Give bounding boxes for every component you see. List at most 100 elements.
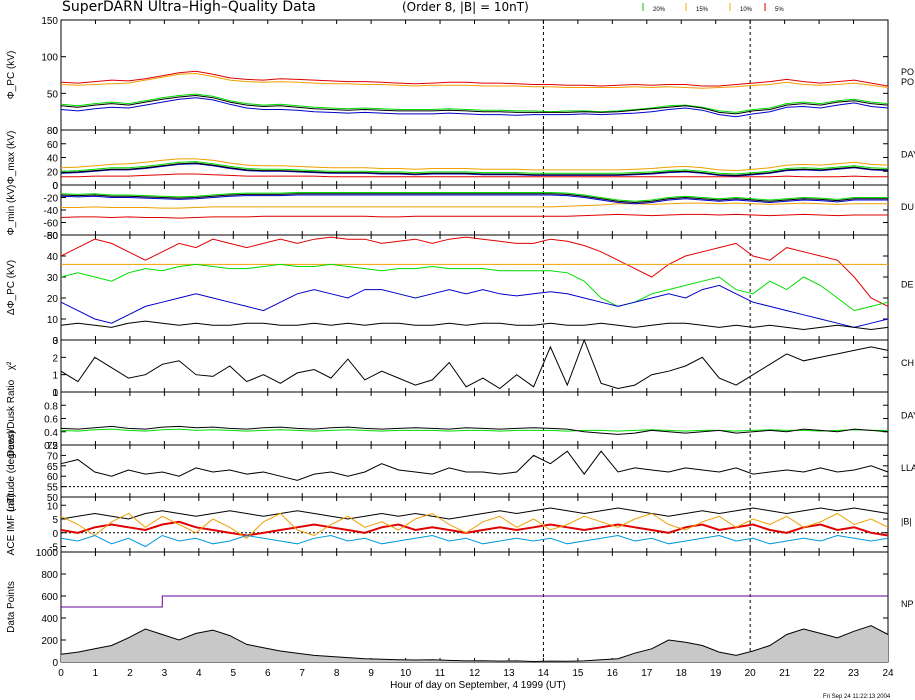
x-tick-label: 12: [469, 668, 481, 679]
percent-legend: 20% 15% 10% 5%: [642, 3, 784, 13]
y-tick-label: 80: [47, 126, 59, 137]
panel-phi_min: -80-60 -40-20 0 Φ_min (kV) DU: [6, 181, 914, 242]
series-line-black: [60, 338, 889, 390]
x-tick-label: 6: [265, 668, 271, 679]
x-tick-label: 11: [435, 668, 446, 679]
y-tick-label: 0: [52, 126, 58, 137]
x-tick-label: 22: [814, 668, 826, 679]
x-tick-label: 0: [58, 668, 64, 679]
y-tick-label: 2: [52, 353, 58, 364]
panel-phi_max: 0 20 40 60 80 Φ_max (kV) DAY: [6, 126, 915, 192]
y-axis-label: Latitude (degrees): [6, 430, 17, 511]
series-line-orange: [60, 512, 889, 539]
y-axis-label: Φ_PC (kV): [6, 51, 17, 100]
y-tick-label: 60: [47, 140, 59, 151]
y-axis-label: χ²: [6, 361, 17, 370]
series-area: [61, 625, 888, 662]
panel-npts: 0 200 400 600 800 1000 Data Points NP: [6, 548, 914, 669]
right-label: DE: [901, 280, 914, 290]
x-tick-label: 7: [299, 668, 305, 679]
series-line-red: [60, 236, 889, 307]
panel-frame: [60, 19, 889, 131]
series-line-black: [60, 320, 889, 331]
series-line-red: [60, 70, 889, 87]
series-line-black: [60, 193, 888, 204]
x-axis-label: Hour of day on September, 4 1999 (UT): [390, 680, 566, 691]
right-label: PO: [901, 77, 914, 87]
x-tick-label: 8: [334, 668, 340, 679]
series-line-blue: [60, 194, 888, 205]
y-tick-label: 200: [41, 636, 58, 647]
series-line-red: [61, 173, 888, 178]
series-line-orange: [61, 202, 888, 209]
y-tick-label: 40: [47, 252, 59, 263]
y-tick-label: 10: [47, 315, 59, 326]
y-tick-label: 3: [52, 336, 58, 347]
panel-frame: [60, 444, 889, 498]
y-tick-label: -20: [44, 194, 59, 205]
series-line-black: [60, 450, 889, 481]
series-line-blue: [60, 163, 889, 177]
y-tick-label: 75: [47, 441, 59, 452]
series-line-orange: [60, 72, 889, 89]
y-tick-label: 65: [47, 462, 59, 473]
right-label: LLA: [901, 463, 915, 473]
y-tick-label: 100: [41, 53, 58, 64]
y-tick-label: 10: [47, 501, 59, 512]
series-line-orange: [60, 158, 889, 172]
y-tick-label: 0: [52, 529, 58, 540]
x-tick-label: 2: [127, 668, 133, 679]
x-tick-label: 18: [676, 668, 688, 679]
y-tick-label: 400: [41, 614, 58, 625]
y-tick-label: 0.6: [44, 415, 58, 426]
y-tick-label: 40: [47, 154, 59, 165]
y-tick-label: 0: [52, 181, 58, 192]
y-tick-label: 0: [52, 181, 58, 192]
x-tick-label: 17: [641, 668, 653, 679]
y-tick-label: 600: [41, 592, 58, 603]
y-tick-label: 1: [52, 388, 58, 399]
x-tick-label: 16: [607, 668, 619, 679]
x-tick-label: 20: [745, 668, 757, 679]
series-line-black: [60, 425, 889, 435]
series-line-cyan: [60, 534, 889, 548]
y-tick-label: 0.8: [44, 401, 58, 412]
series-line-red: [60, 520, 889, 537]
y-tick-label: 50: [47, 493, 59, 504]
y-tick-label: 50: [47, 231, 59, 242]
x-tick-label: 13: [503, 668, 515, 679]
series-line-green: [60, 263, 889, 312]
series-line-black: [60, 507, 889, 520]
y-tick-label: 20: [47, 294, 59, 305]
series-line-blue: [60, 97, 889, 118]
y-tick-label: 70: [47, 451, 59, 462]
y-tick-label: -60: [44, 219, 59, 230]
x-tick-label: 21: [779, 668, 791, 679]
y-tick-label: 50: [47, 89, 59, 100]
y-axis-label: Dawn/Dusk Ratio: [6, 379, 17, 457]
series-line-black: [60, 94, 889, 115]
series-line-black: [60, 625, 889, 663]
x-tick-label: 9: [368, 668, 374, 679]
y-tick-label: 0.2: [44, 441, 58, 452]
y-axis-label: Data Points: [6, 581, 17, 633]
series-line-black: [60, 162, 889, 176]
y-axis-label: Φ_min (kV): [6, 185, 17, 236]
x-tick-label: 14: [538, 668, 550, 679]
right-label: DU: [901, 202, 914, 212]
y-tick-label: -40: [44, 206, 59, 217]
series-line-green: [60, 161, 889, 175]
panel-dphi_pc: 0 10 20 30 40 50 ΔΦ_PC (kV) DE: [6, 231, 914, 347]
right-label: NP: [901, 599, 914, 609]
x-tick-label: 15: [572, 668, 584, 679]
y-tick-label: 60: [47, 472, 59, 483]
y-tick-label: 800: [41, 570, 58, 581]
legend-label: 20%: [653, 7, 666, 13]
right-label: DAY: [901, 411, 915, 421]
y-tick-label: 0: [52, 658, 58, 669]
x-tick-label: 5: [231, 668, 237, 679]
x-tick-label: 24: [882, 668, 894, 679]
